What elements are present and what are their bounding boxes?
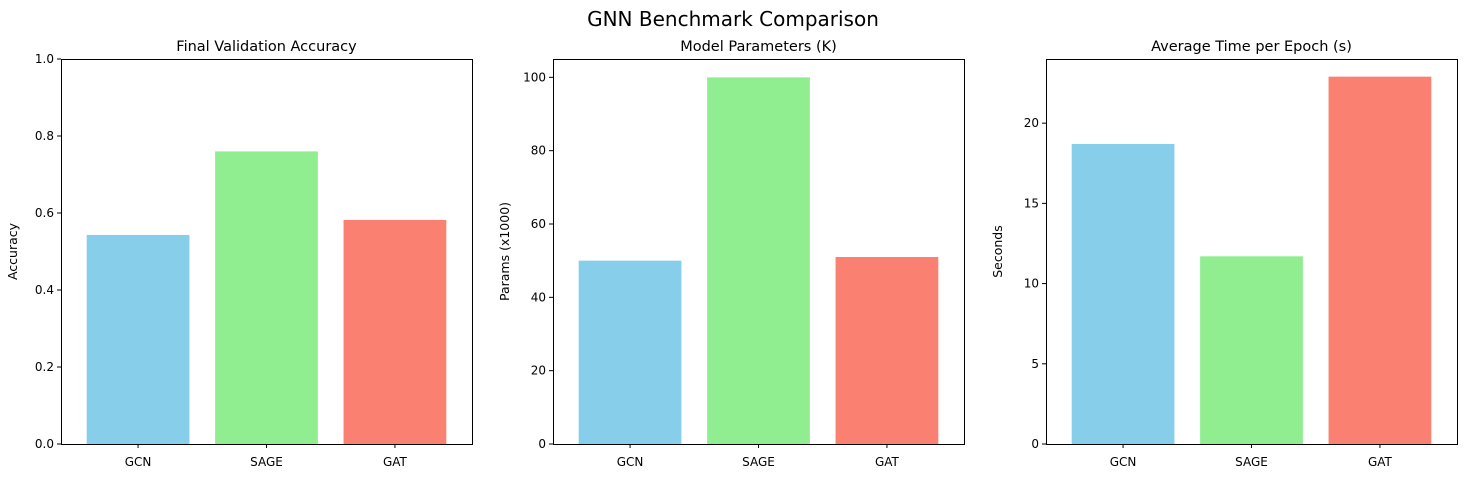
bar-sage xyxy=(1200,256,1303,444)
y-tick-label: 0.4 xyxy=(35,283,54,297)
y-tick-label: 1.0 xyxy=(35,52,54,66)
x-tick-label: SAGE xyxy=(250,455,283,469)
x-tick-label: GCN xyxy=(617,455,644,469)
y-tick-label: 20 xyxy=(1024,116,1039,130)
y-axis-label: Params (x1000) xyxy=(497,202,512,301)
y-tick-label: 0.6 xyxy=(35,206,54,220)
y-axis-label: Accuracy xyxy=(5,222,20,280)
chart-title: Final Validation Accuracy xyxy=(176,39,357,55)
y-tick-label: 0.0 xyxy=(35,437,54,451)
x-tick-label: GAT xyxy=(1368,455,1393,469)
y-tick-label: 100 xyxy=(523,70,546,84)
bar-gcn xyxy=(86,234,190,444)
y-tick-label: 10 xyxy=(1024,277,1039,291)
chart-2: 0 20 40 60 80 100 GCN SAGE GAT Model Parameters (… xyxy=(497,39,965,469)
chart-1: 0.0 0.2 0.4 0.6 0.8 1.0 GCN SAGE GAT Final Valida… xyxy=(5,39,473,469)
y-tick-label: 0 xyxy=(538,437,546,451)
x-tick-label: GAT xyxy=(875,455,900,469)
x-tick-label: GCN xyxy=(125,455,152,469)
y-tick-label: 20 xyxy=(531,364,546,378)
y-tick-label: 15 xyxy=(1024,196,1039,210)
charts: 0.0 0.2 0.4 0.6 0.8 1.0 GCN SAGE GAT Final Valida… xyxy=(5,39,1458,469)
bar-gat xyxy=(835,257,939,444)
y-axis-label: Seconds xyxy=(990,225,1005,278)
y-tick-label: 0.8 xyxy=(35,129,54,143)
bar-gcn xyxy=(1071,144,1175,445)
x-tick-label: SAGE xyxy=(742,455,775,469)
bar-sage xyxy=(215,151,318,444)
bar-gat xyxy=(343,219,447,444)
x-tick-label: GCN xyxy=(1110,455,1137,469)
y-tick-label: 0.2 xyxy=(35,360,54,374)
bar-gat xyxy=(1328,76,1432,444)
y-tick-label: 0 xyxy=(1031,437,1039,451)
x-tick-label: GAT xyxy=(383,455,408,469)
y-tick-label: 5 xyxy=(1031,357,1039,371)
y-tick-label: 80 xyxy=(531,144,546,158)
chart-title: Model Parameters (K) xyxy=(680,39,837,55)
figure-title: GNN Benchmark Comparison xyxy=(587,7,879,31)
chart-title: Average Time per Epoch (s) xyxy=(1151,39,1352,55)
x-tick-label: SAGE xyxy=(1235,455,1268,469)
bar-sage xyxy=(707,77,810,444)
bar-gcn xyxy=(578,260,682,444)
chart-3: 0 5 10 15 20 GCN SAGE GAT Average Time per Epoch… xyxy=(990,39,1458,469)
y-tick-label: 40 xyxy=(531,290,546,304)
y-tick-label: 60 xyxy=(531,217,546,231)
